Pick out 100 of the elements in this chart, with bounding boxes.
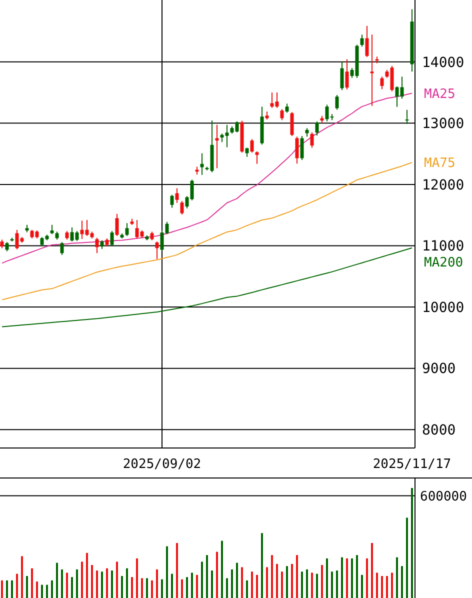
- bar: [146, 578, 148, 598]
- bar: [76, 569, 78, 598]
- bar: [376, 572, 378, 598]
- bar: [166, 546, 168, 598]
- bar: [71, 577, 73, 598]
- bar: [401, 566, 403, 598]
- bar: [301, 572, 303, 598]
- bar: [41, 584, 43, 598]
- line-series: [2, 162, 412, 300]
- candlestick: [360, 34, 364, 48]
- bar: [306, 569, 308, 598]
- bar: [1, 580, 3, 598]
- bar: [156, 569, 158, 598]
- bar: [226, 578, 228, 598]
- bar: [161, 579, 163, 598]
- bar: [131, 577, 133, 598]
- candlestick: [155, 240, 159, 260]
- candlestick: [110, 230, 114, 246]
- candlestick: [175, 188, 179, 204]
- candlestick: [95, 237, 99, 254]
- bar: [86, 552, 88, 598]
- candlestick: [245, 147, 249, 158]
- bar: [211, 570, 213, 598]
- candlestick: [290, 112, 294, 137]
- candlestick: [255, 150, 259, 164]
- bar: [66, 572, 68, 598]
- bar: [326, 558, 328, 598]
- candlestick: [310, 132, 314, 148]
- candlestick: [340, 61, 344, 91]
- bar: [221, 540, 223, 598]
- bar: [311, 572, 313, 598]
- bar: [106, 568, 108, 598]
- bar: [101, 572, 103, 598]
- candlestick: [300, 136, 304, 160]
- bar: [191, 572, 193, 598]
- y-tick-label: 12000: [422, 177, 464, 194]
- bar: [341, 557, 343, 598]
- bar: [171, 574, 173, 598]
- candlestick: [295, 136, 299, 164]
- bar: [16, 574, 18, 598]
- bar: [256, 574, 258, 598]
- bar: [296, 555, 298, 598]
- series-label: MA75: [424, 156, 456, 171]
- candlestick: [50, 224, 54, 235]
- y-tick-label: 8000: [422, 422, 456, 439]
- bar: [151, 580, 153, 598]
- candlestick: [380, 76, 384, 90]
- bar: [216, 552, 218, 598]
- bar: [331, 572, 333, 598]
- candlestick: [170, 194, 174, 208]
- bar: [56, 562, 58, 598]
- bar: [371, 543, 373, 598]
- y-tick-label: 13000: [422, 116, 464, 132]
- bar: [11, 580, 13, 598]
- bar: [186, 577, 188, 598]
- bar: [316, 574, 318, 598]
- bar: [51, 580, 53, 598]
- candlestick: [335, 94, 339, 110]
- candlestick: [315, 120, 319, 136]
- text: 600000: [420, 489, 467, 504]
- y-tick-label: 10000: [422, 300, 464, 316]
- bar: [406, 518, 408, 598]
- candlestick: [125, 222, 129, 236]
- bar: [141, 578, 143, 598]
- bar: [121, 576, 123, 598]
- bar: [381, 576, 383, 598]
- candlestick: [180, 200, 184, 215]
- bar: [91, 565, 93, 598]
- candlestick: [285, 103, 289, 114]
- candlestick: [280, 108, 284, 121]
- bar: [36, 582, 38, 598]
- bar: [286, 566, 288, 598]
- bar: [251, 572, 253, 598]
- candlestick: [370, 34, 374, 106]
- bar: [351, 558, 353, 598]
- series-label: MA200: [424, 255, 464, 270]
- bar: [201, 562, 203, 598]
- bar: [206, 555, 208, 598]
- bar: [281, 572, 283, 598]
- bar: [21, 556, 23, 598]
- bar: [196, 574, 198, 598]
- bar: [366, 558, 368, 598]
- x-tick-label: 2025/11/17: [372, 457, 452, 472]
- candlestick: [365, 25, 369, 58]
- bar: [136, 558, 138, 598]
- bar: [126, 568, 128, 598]
- bar: [356, 555, 358, 598]
- bar: [276, 564, 278, 598]
- bar: [111, 570, 113, 598]
- bar: [291, 564, 293, 598]
- bar: [241, 567, 243, 598]
- bar: [61, 569, 63, 598]
- candlestick: [5, 242, 9, 252]
- bar: [31, 568, 33, 598]
- bar: [236, 562, 238, 598]
- bar: [396, 557, 398, 598]
- bar: [346, 558, 348, 598]
- candlestick: [215, 124, 219, 169]
- bar: [96, 570, 98, 598]
- bar: [81, 562, 83, 598]
